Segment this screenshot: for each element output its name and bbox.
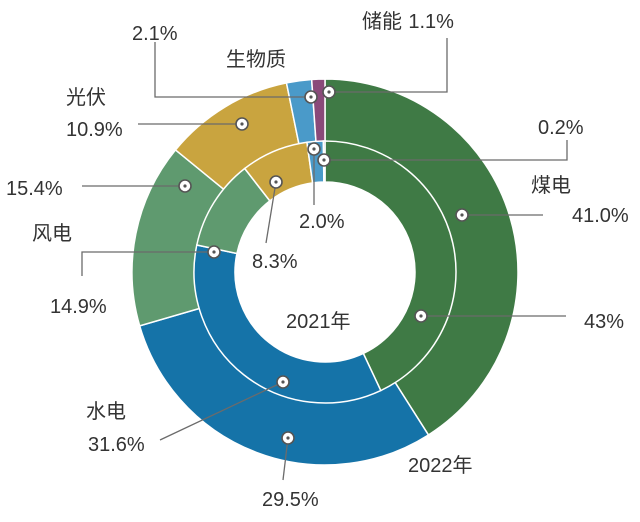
slice-inner-0 [324, 140, 457, 392]
label-biomass-inner-value: 2.0% [299, 211, 345, 233]
label-pv-inner-value: 8.3% [252, 251, 298, 273]
leader-wind-inner [81, 251, 214, 276]
label-pv: 光伏 [66, 85, 106, 109]
label-wind-inner-value: 14.9% [50, 296, 107, 318]
label-smallslice-inner-value: 0.2% [538, 117, 584, 139]
label-wind-outer-value: 15.4% [6, 178, 63, 200]
leader-biomass [154, 42, 311, 98]
dot-smallslice-inner [317, 153, 331, 167]
dot-biomass-inner [307, 142, 321, 156]
outer-ring-2022 [131, 78, 519, 466]
leader-hydro-inner [159, 381, 284, 441]
label-storage: 储能 1.1% [362, 9, 454, 33]
dot-hydro-outer [281, 431, 295, 445]
label-biomass: 生物质 [226, 47, 286, 71]
slice-inner-1 [193, 244, 382, 404]
dot-hydro-inner [276, 375, 290, 389]
leader-hydro-outer [282, 437, 289, 481]
dot-wind-inner [207, 245, 221, 259]
label-hydro-value: 31.6% [88, 434, 145, 456]
leader-pv-inner [265, 181, 277, 244]
label-coal-outer-value: 41.0% [572, 205, 629, 227]
label-wind: 风电 [32, 221, 72, 245]
label-coal: 煤电 [531, 173, 571, 197]
label-hydro: 水电 [86, 399, 126, 423]
dot-coal-outer [455, 208, 469, 222]
label-biomass-value: 2.1% [132, 23, 178, 45]
label-outer-year: 2022年 [408, 454, 473, 477]
inner-ring-2021 [193, 140, 457, 404]
leader-smallslice-inner [324, 140, 568, 161]
label-dots [178, 85, 469, 445]
dot-coal-inner [414, 309, 428, 323]
dot-wind-outer [178, 179, 192, 193]
dot-pv-outer [235, 117, 249, 131]
leader-lines [81, 38, 568, 481]
label-coal-inner-value: 43% [584, 311, 624, 333]
label-pv-value: 10.9% [66, 119, 123, 141]
label-hydro-outer-value: 29.5% [262, 489, 319, 511]
dot-biomass-outer [304, 90, 318, 104]
dot-pv-inner [269, 175, 283, 189]
dot-storage [322, 85, 336, 99]
leader-storage [329, 38, 448, 93]
label-inner-year: 2021年 [286, 310, 351, 333]
labels: 储能 1.1% 2.1% 生物质 光伏 10.9% 15.4% 风电 14.9%… [6, 9, 629, 511]
